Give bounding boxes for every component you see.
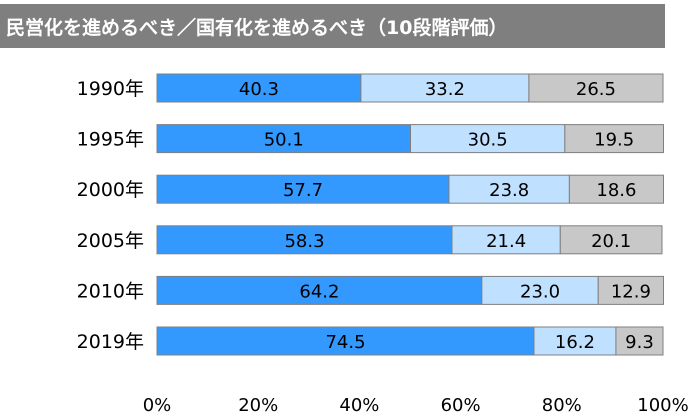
bar-segment bbox=[448, 174, 570, 204]
bar-segment bbox=[156, 73, 362, 103]
data-label: 12.9 bbox=[611, 281, 651, 302]
bar-segment bbox=[568, 174, 665, 204]
data-label: 18.6 bbox=[596, 180, 636, 201]
category-label: 2005年 bbox=[77, 230, 144, 252]
chart-title-bar: 民営化を進めるべき／国有化を進めるべき（10段階評価） bbox=[0, 4, 665, 48]
x-tick-label: 60% bbox=[441, 395, 481, 416]
data-label: 33.2 bbox=[425, 79, 465, 100]
bar-segment bbox=[410, 124, 566, 154]
bar-segment bbox=[559, 225, 663, 255]
data-label: 40.3 bbox=[239, 79, 279, 100]
bar-segment bbox=[597, 275, 665, 305]
data-label: 19.5 bbox=[594, 130, 634, 151]
data-label: 26.5 bbox=[576, 79, 616, 100]
bar-segment bbox=[156, 174, 450, 204]
data-label: 20.1 bbox=[591, 231, 631, 252]
data-label: 23.8 bbox=[489, 180, 529, 201]
x-tick-label: 80% bbox=[542, 395, 582, 416]
data-label: 50.1 bbox=[264, 130, 304, 151]
x-tick-label: 40% bbox=[339, 395, 379, 416]
category-label: 1995年 bbox=[77, 129, 144, 151]
chart-title: 民営化を進めるべき／国有化を進めるべき（10段階評価） bbox=[6, 16, 508, 39]
category-label: 2010年 bbox=[77, 280, 144, 302]
data-label: 21.4 bbox=[486, 231, 526, 252]
category-label: 1990年 bbox=[77, 78, 144, 100]
data-label: 74.5 bbox=[325, 332, 365, 353]
data-label: 57.7 bbox=[283, 180, 323, 201]
bar-segment bbox=[156, 326, 535, 356]
data-label: 23.0 bbox=[520, 281, 560, 302]
data-label: 58.3 bbox=[284, 231, 324, 252]
bar-segment bbox=[451, 225, 561, 255]
data-label: 16.2 bbox=[555, 332, 595, 353]
x-tick-label: 20% bbox=[238, 395, 278, 416]
bar-segment bbox=[615, 326, 664, 356]
x-tick-label: 100% bbox=[637, 395, 688, 416]
bar-segment bbox=[156, 225, 453, 255]
data-label: 30.5 bbox=[468, 130, 508, 151]
data-label: 9.3 bbox=[625, 332, 654, 353]
bar-segment bbox=[528, 73, 664, 103]
category-label: 2000年 bbox=[77, 179, 144, 201]
bar-segment bbox=[156, 124, 412, 154]
x-tick-label: 0% bbox=[143, 395, 172, 416]
bar-segment bbox=[481, 275, 599, 305]
bar-segment bbox=[564, 124, 665, 154]
data-label: 64.2 bbox=[299, 281, 339, 302]
bar-segment bbox=[533, 326, 617, 356]
category-label: 2019年 bbox=[77, 331, 144, 353]
